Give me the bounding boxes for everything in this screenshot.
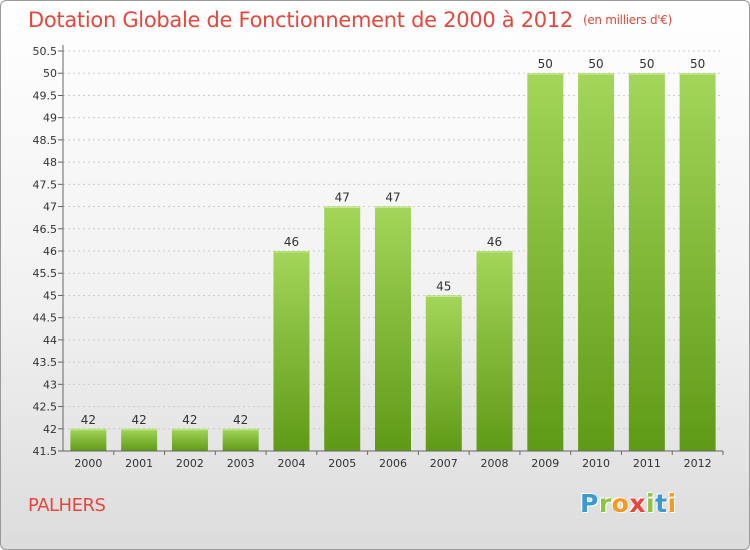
bar-2003 (222, 428, 259, 451)
x-tick-label-2000: 2000 (74, 457, 102, 470)
bar-2001 (121, 428, 158, 451)
value-label-2005: 47 (335, 191, 350, 205)
x-tick-label-2008: 2008 (481, 457, 509, 470)
logo-letter: i (646, 489, 656, 518)
y-axis-tick-labels: 41.5 42 42.5 43 43.5 44 44.5 45 45.5 46 46.5 47 47.5… (33, 45, 58, 458)
y-tick-label: 42 (43, 423, 57, 436)
y-tick-label: 49.5 (33, 89, 58, 102)
x-tick-label-2004: 2004 (277, 457, 305, 470)
x-tick-label-2009: 2009 (531, 457, 559, 470)
logo-letter: r (598, 489, 612, 518)
y-tick-label: 48 (43, 156, 57, 169)
value-label-2011: 50 (639, 57, 654, 71)
value-label-2003: 42 (233, 413, 248, 427)
bar-2008 (476, 251, 513, 451)
x-tick-label-2005: 2005 (328, 457, 356, 470)
y-tick-label: 45 (43, 289, 57, 302)
x-tick-label-2011: 2011 (633, 457, 661, 470)
unit-label: (en milliers d'€) (582, 13, 672, 27)
value-label-2009: 50 (538, 57, 553, 71)
y-tick-label: 41.5 (33, 445, 58, 458)
value-label-2001: 42 (132, 413, 147, 427)
y-tick-label: 46.5 (33, 223, 58, 236)
x-tick-label-2006: 2006 (379, 457, 407, 470)
value-label-2006: 47 (385, 191, 400, 205)
x-tick-label-2002: 2002 (176, 457, 204, 470)
y-tick-label: 50.5 (33, 45, 58, 58)
x-tick-label-2007: 2007 (430, 457, 458, 470)
bar-2002 (171, 428, 208, 451)
chart-title-text: Dotation Globale de Fonctionnement de 20… (28, 8, 573, 32)
x-tick-label-2003: 2003 (227, 457, 255, 470)
bar-2004 (273, 251, 310, 451)
value-label-2002: 42 (182, 413, 197, 427)
y-tick-label: 48.5 (33, 134, 58, 147)
y-tick-label: 47 (43, 201, 57, 214)
bar-2012 (679, 73, 716, 451)
bar-2011 (628, 73, 665, 451)
y-tick-label: 46 (43, 245, 57, 258)
value-label-2012: 50 (690, 57, 705, 71)
y-tick-label: 49 (43, 112, 57, 125)
bar-2010 (578, 73, 615, 451)
bar-2006 (375, 206, 411, 451)
y-tick-label: 44 (43, 334, 57, 347)
logo-letter: t (655, 489, 668, 518)
y-tick-label: 44.5 (33, 312, 58, 325)
logo-letter: i (667, 489, 677, 518)
logo-letter: o (611, 489, 630, 518)
x-axis-tick-labels: 2000 2001 2002 2003 2004 2005 2006 2007 2008 2009… (74, 457, 711, 470)
proxiti-logo: Proxiti (580, 489, 677, 518)
logo-letter: P (580, 489, 599, 518)
value-label-2008: 46 (487, 235, 502, 249)
y-tick-label: 50 (43, 67, 57, 80)
y-tick-label: 43 (43, 378, 57, 391)
value-label-2000: 42 (81, 413, 96, 427)
axes (62, 45, 724, 455)
x-tick-label-2012: 2012 (684, 457, 712, 470)
bar-2007 (425, 295, 462, 451)
bars (70, 73, 716, 451)
y-tick-label: 43.5 (33, 356, 58, 369)
logo-letter: x (629, 489, 646, 518)
value-label-2010: 50 (588, 57, 603, 71)
bar-2009 (527, 73, 564, 451)
value-labels: 42 42 42 42 46 47 47 45 46 50 50 50 50 (81, 57, 706, 427)
value-label-2004: 46 (284, 235, 299, 249)
value-label-2007: 45 (436, 279, 451, 293)
x-tick-label-2010: 2010 (582, 457, 610, 470)
place-name: PALHERS (28, 495, 106, 516)
y-tick-label: 47.5 (33, 178, 58, 191)
y-tick-label: 45.5 (33, 267, 58, 280)
y-tick-label: 42.5 (33, 401, 58, 414)
bar-2000 (70, 428, 107, 451)
x-tick-label-2001: 2001 (125, 457, 153, 470)
bar-2005 (324, 206, 361, 451)
chart-title: Dotation Globale de Fonctionnement de 20… (28, 8, 672, 32)
